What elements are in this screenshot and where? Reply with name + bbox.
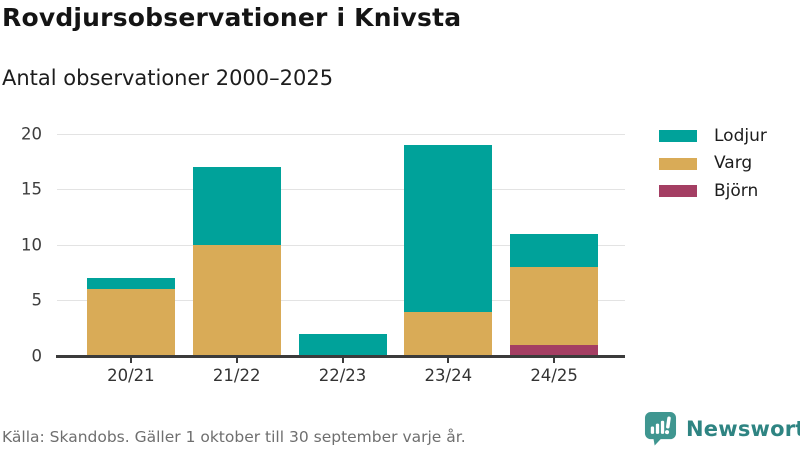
newsworthy-logo: Newsworthy <box>644 411 800 446</box>
x-tick-label: 23/24 <box>424 366 473 385</box>
gridline <box>57 189 625 190</box>
x-tick <box>341 358 344 363</box>
bar-segment-björn <box>510 344 599 356</box>
stacked-bar-24-25 <box>510 233 599 356</box>
y-axis: 0 5 10 15 20 <box>0 125 46 363</box>
stacked-bar-22-23 <box>298 333 387 356</box>
legend-label: Varg <box>714 153 753 173</box>
bar-segment-lodjur <box>86 278 175 290</box>
y-tick-label: 10 <box>21 234 42 254</box>
legend-item-björn: Björn <box>659 180 767 201</box>
x-axis: 20/21 21/22 22/23 23/24 24/25 <box>57 358 625 392</box>
legend-label: Lodjur <box>714 125 767 146</box>
stacked-bar-21-22 <box>192 167 281 356</box>
bar-segment-lodjur <box>404 145 493 312</box>
gridline <box>57 244 625 246</box>
x-tick-label: 20/21 <box>107 366 155 385</box>
x-tick-label: 21/22 <box>212 366 261 385</box>
bar-segment-lodjur <box>510 233 599 268</box>
x-tick <box>553 358 556 363</box>
x-tick <box>447 358 450 363</box>
y-tick-label: 5 <box>31 290 43 310</box>
bar-segment-varg <box>86 289 175 356</box>
bar-segment-varg <box>404 311 493 356</box>
stacked-bar-20-21 <box>86 278 175 356</box>
x-tick <box>129 358 132 363</box>
plot-area <box>57 133 625 356</box>
legend-swatch <box>659 130 697 142</box>
legend-item-lodjur: Lodjur <box>659 125 767 146</box>
y-tick-label: 0 <box>31 345 43 365</box>
gridline <box>57 300 625 301</box>
x-tick-label: 24/25 <box>530 366 578 385</box>
x-tick-label: 22/23 <box>318 366 367 385</box>
legend-swatch <box>659 185 697 197</box>
bar-segment-lodjur <box>192 167 281 245</box>
y-tick-label: 15 <box>21 179 42 199</box>
gridline <box>57 133 625 135</box>
bar-segment-lodjur <box>298 333 387 356</box>
legend: Lodjur Varg Björn <box>659 125 767 213</box>
stacked-bar-23-24 <box>404 145 493 356</box>
y-tick-label: 20 <box>21 123 42 143</box>
chart-subtitle: Antal observationer 2000–2025 <box>2 66 334 90</box>
source-note: Källa: Skandobs. Gäller 1 oktober till 3… <box>2 428 466 446</box>
x-tick <box>235 358 238 363</box>
newsworthy-bubble-icon <box>644 412 677 446</box>
bar-segment-varg <box>192 245 281 356</box>
x-axis-line <box>56 355 625 358</box>
legend-label: Björn <box>714 180 759 201</box>
legend-item-varg: Varg <box>659 153 767 173</box>
newsworthy-wordmark: Newsworthy <box>686 416 800 441</box>
chart-title: Rovdjursobservationer i Knivsta <box>2 3 462 32</box>
bar-segment-varg <box>510 267 599 345</box>
legend-swatch <box>659 157 697 170</box>
